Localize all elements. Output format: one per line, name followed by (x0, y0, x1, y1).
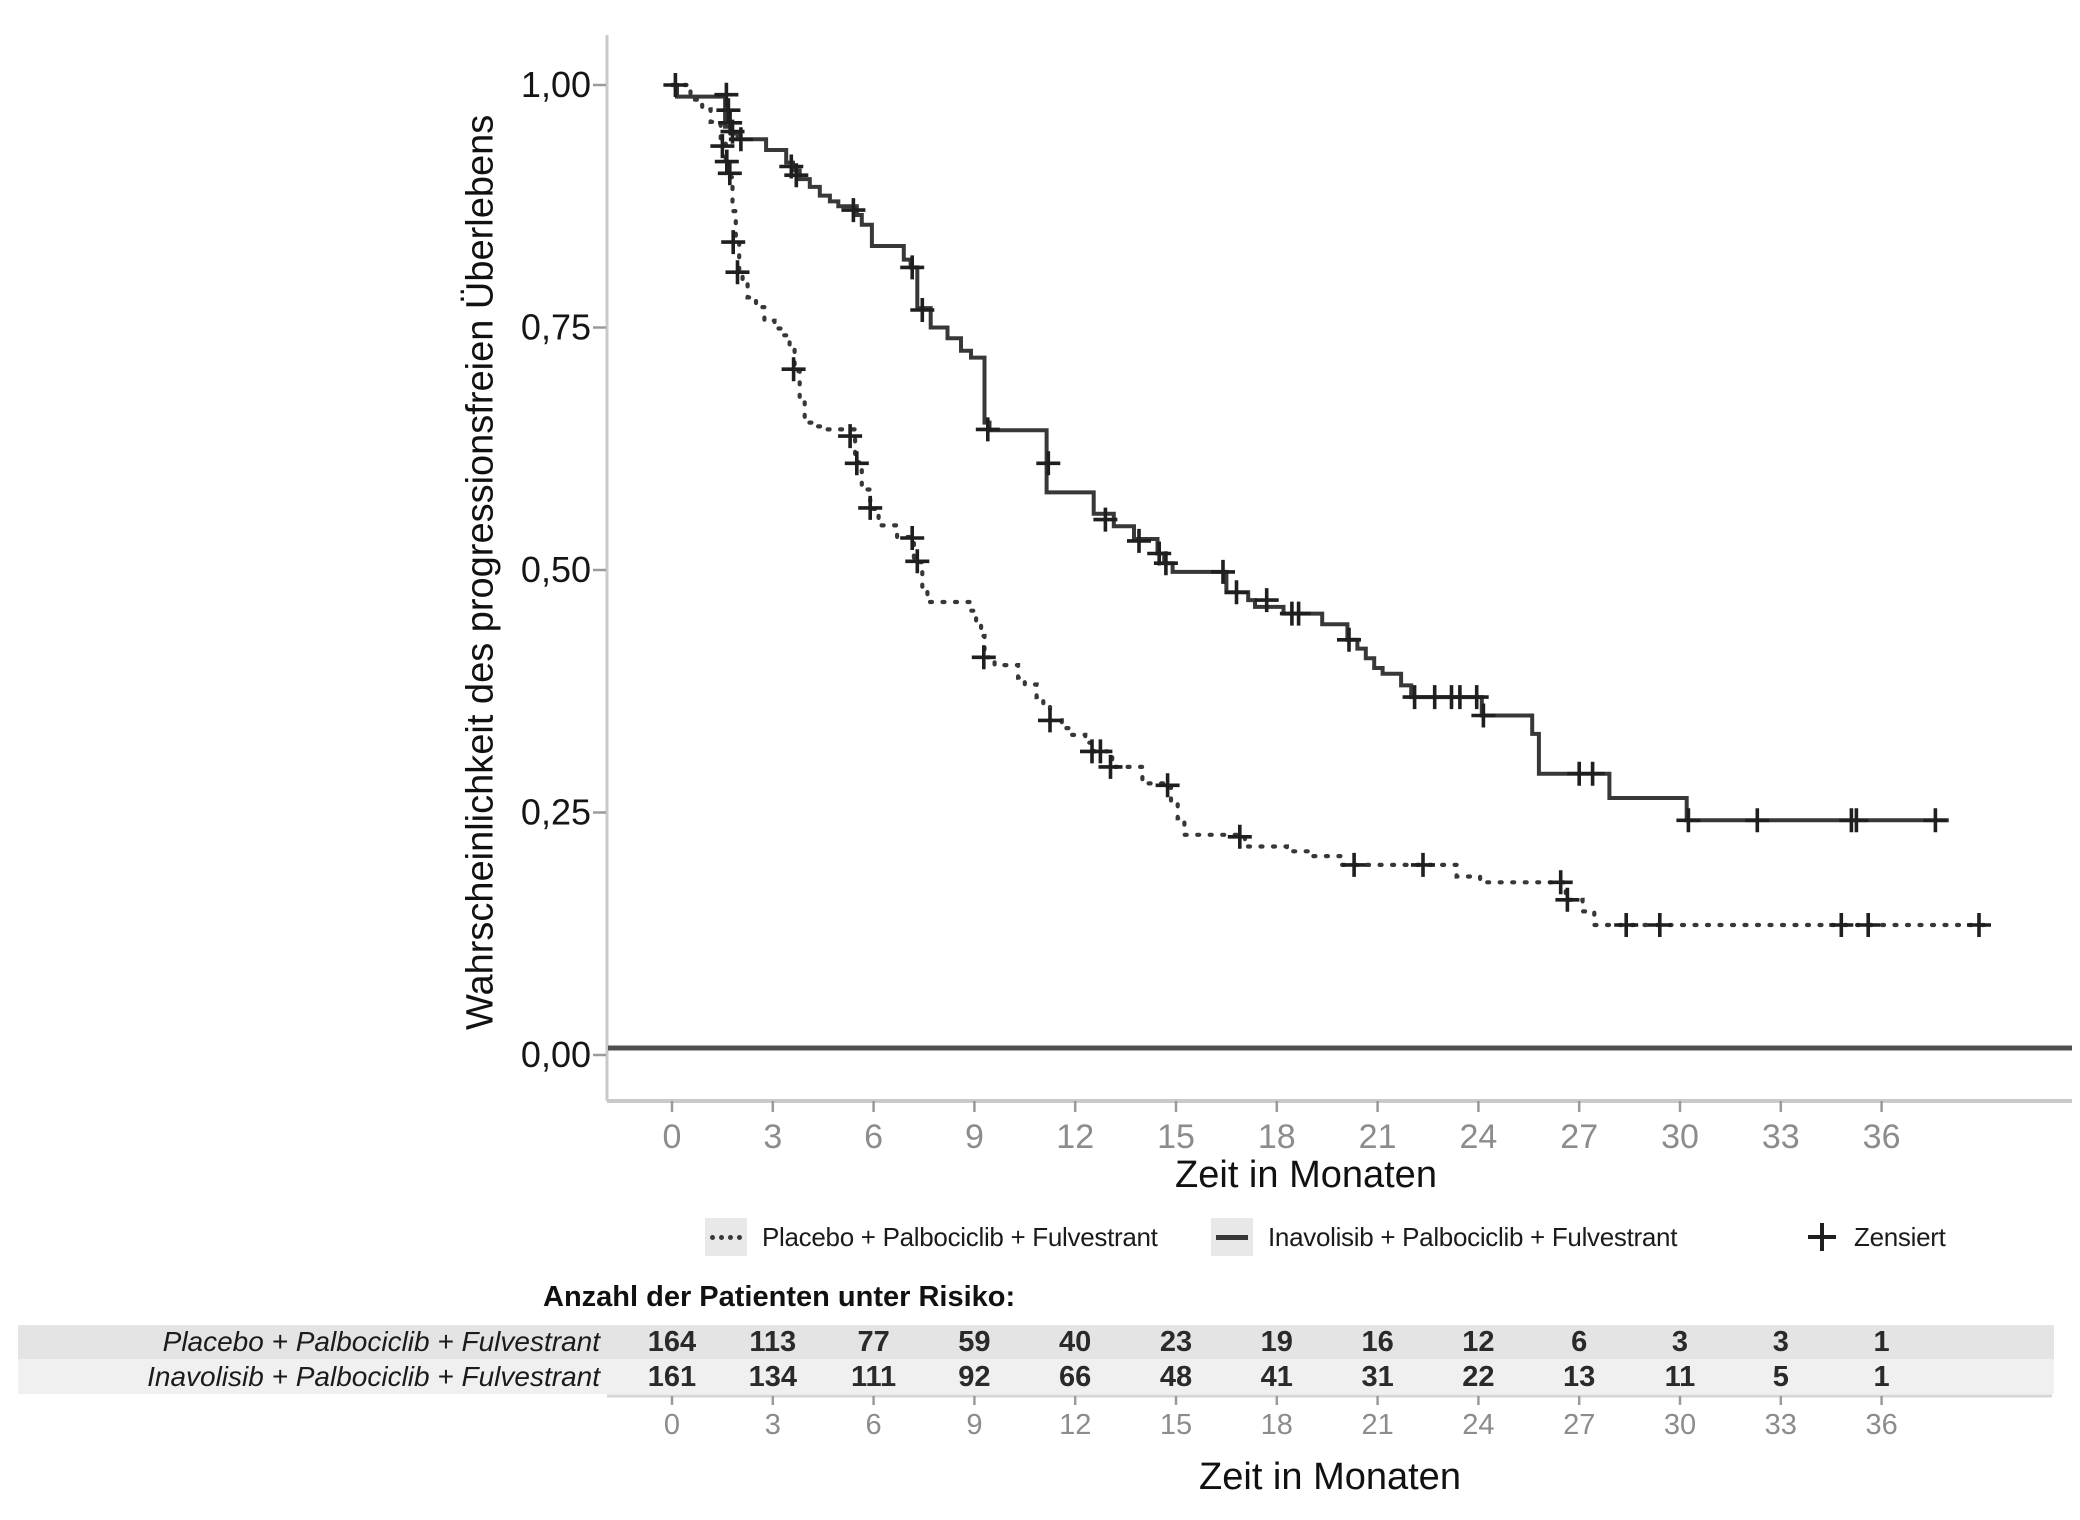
risk-axis-tick-label: 6 (866, 1409, 882, 1441)
x-tick-label: 18 (1258, 1118, 1296, 1156)
x-tick-label: 6 (864, 1118, 883, 1156)
risk-axis-tick-label: 12 (1059, 1409, 1091, 1441)
risk-count: 77 (857, 1326, 890, 1358)
risk-x-axis-title: Zeit in Monaten (1199, 1456, 1461, 1498)
risk-count: 111 (851, 1361, 897, 1393)
risk-axis-tick-label: 3 (765, 1409, 781, 1441)
risk-count: 22 (1462, 1361, 1495, 1393)
x-tick-label: 3 (763, 1118, 782, 1156)
y-tick-label: 0,75 (521, 307, 591, 348)
risk-count: 48 (1159, 1361, 1193, 1393)
risk-axis-tick-label: 21 (1361, 1409, 1393, 1441)
x-tick-label: 21 (1359, 1118, 1397, 1156)
risk-count: 164 (647, 1326, 697, 1358)
x-tick-label: 12 (1056, 1118, 1094, 1156)
risk-row-band-inavolisib (18, 1359, 2054, 1394)
risk-count: 1 (1873, 1326, 1890, 1358)
legend-item-inavolisib: Inavolisib + Palbociclib + Fulvestrant (1211, 1218, 1677, 1256)
risk-count: 59 (958, 1326, 991, 1358)
y-tick-label: 0,00 (521, 1034, 591, 1075)
risk-count: 161 (647, 1361, 697, 1393)
risk-count: 66 (1059, 1361, 1092, 1393)
risk-axis-tick-label: 36 (1865, 1409, 1897, 1441)
y-tick-label: 0,25 (521, 792, 591, 833)
risk-count: 19 (1260, 1326, 1293, 1358)
risk-row-label-placebo: Placebo + Palbociclib + Fulvestrant (162, 1326, 600, 1357)
risk-table-title: Anzahl der Patienten unter Risiko: (543, 1281, 1016, 1313)
risk-count: 5 (1772, 1361, 1789, 1393)
risk-axis-tick-label: 30 (1664, 1409, 1696, 1441)
risk-count: 41 (1260, 1361, 1293, 1393)
risk-count: 92 (958, 1361, 991, 1393)
risk-count: 3 (1772, 1326, 1789, 1358)
x-tick-label: 24 (1459, 1118, 1497, 1156)
y-axis-title: Wahrscheinlichkeit des progressionsfreie… (459, 114, 502, 1031)
risk-axis-tick-label: 27 (1563, 1409, 1595, 1441)
x-tick-label: 36 (1863, 1118, 1901, 1156)
y-tick-label: 1,00 (521, 64, 591, 105)
risk-count: 113 (749, 1326, 797, 1358)
solid-line-swatch (1216, 1234, 1248, 1240)
censored-plus-icon (1805, 1220, 1839, 1254)
x-tick-label: 27 (1560, 1118, 1598, 1156)
legend-item-placebo: Placebo + Palbociclib + Fulvestrant (705, 1218, 1158, 1256)
solid-line-key-icon (1211, 1218, 1253, 1256)
legend-label-inavolisib: Inavolisib + Palbociclib + Fulvestrant (1268, 1221, 1678, 1252)
inavolisib-curve (672, 83, 1949, 823)
risk-count: 3 (1671, 1326, 1689, 1358)
risk-row-label-inavolisib: Inavolisib + Palbociclib + Fulvestrant (147, 1361, 600, 1392)
risk-axis-tick-label: 15 (1160, 1409, 1192, 1441)
x-tick-label: 15 (1157, 1118, 1195, 1156)
x-axis-title: Zeit in Monaten (1175, 1154, 1437, 1196)
legend-label-zensiert: Zensiert (1854, 1221, 1946, 1252)
risk-count: 6 (1571, 1326, 1588, 1358)
inavolisib-censor-marks (663, 73, 1948, 833)
x-tick-label: 33 (1762, 1118, 1800, 1156)
x-tick-label: 0 (663, 1118, 682, 1156)
legend-label-placebo: Placebo + Palbociclib + Fulvestrant (762, 1221, 1158, 1252)
risk-row-band-placebo (18, 1325, 2054, 1359)
risk-axis-tick-label: 9 (966, 1409, 982, 1441)
risk-count: 134 (748, 1361, 797, 1393)
risk-count: 13 (1563, 1361, 1596, 1393)
risk-count: 23 (1159, 1326, 1193, 1358)
dotted-line-key-icon (705, 1218, 747, 1256)
dotted-line-swatch (710, 1234, 742, 1240)
y-tick-label: 0,50 (521, 549, 591, 590)
risk-count: 40 (1059, 1326, 1092, 1358)
risk-count: 12 (1462, 1326, 1495, 1358)
risk-count: 11 (1664, 1361, 1696, 1393)
x-tick-label: 9 (965, 1118, 984, 1156)
risk-count: 31 (1361, 1361, 1394, 1393)
legend-item-zensiert: Zensiert (1805, 1218, 1946, 1256)
risk-count: 16 (1361, 1326, 1394, 1358)
risk-axis-tick-label: 0 (664, 1409, 680, 1441)
risk-axis-tick-label: 24 (1462, 1409, 1494, 1441)
risk-axis-tick-label: 33 (1765, 1409, 1797, 1441)
placebo-censor-marks (710, 134, 1991, 937)
x-tick-label: 30 (1661, 1118, 1699, 1156)
risk-axis-tick-label: 18 (1261, 1409, 1293, 1441)
risk-count: 1 (1873, 1361, 1890, 1393)
placebo-curve (669, 82, 1995, 928)
